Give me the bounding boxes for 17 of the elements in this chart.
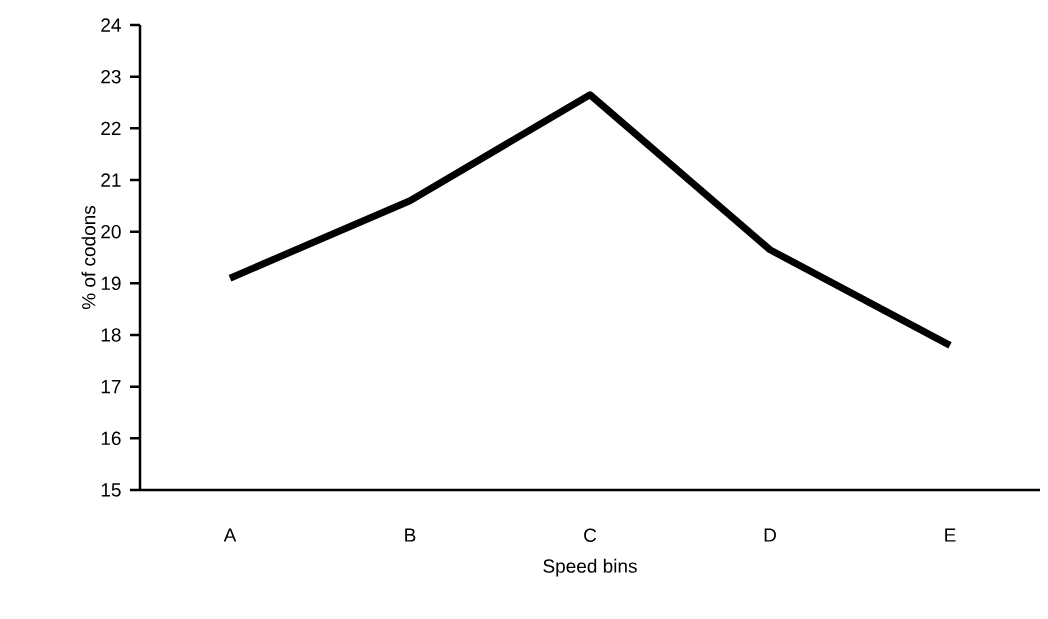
x-tick-label: D (764, 528, 776, 542)
y-tick-label: 16 (101, 431, 121, 446)
y-tick-label: 22 (101, 121, 121, 135)
y-tick-label: 24 (101, 18, 121, 32)
y-tick-label: 15 (101, 483, 121, 497)
y-tick-label: 20 (101, 224, 121, 239)
y-tick-label: 21 (101, 173, 121, 187)
y-axis-title: % of codons (81, 205, 96, 310)
y-tick-label: 18 (101, 328, 121, 342)
x-tick-label: B (405, 528, 416, 542)
y-tick-label: 19 (101, 276, 121, 291)
y-tick-label: 17 (101, 380, 121, 394)
x-tick-label: E (945, 528, 956, 542)
y-tick-label: 23 (101, 69, 121, 84)
x-tick-label: A (223, 528, 237, 542)
x-tick-label: C (584, 528, 597, 542)
x-axis-title: Speed bins (543, 558, 637, 577)
